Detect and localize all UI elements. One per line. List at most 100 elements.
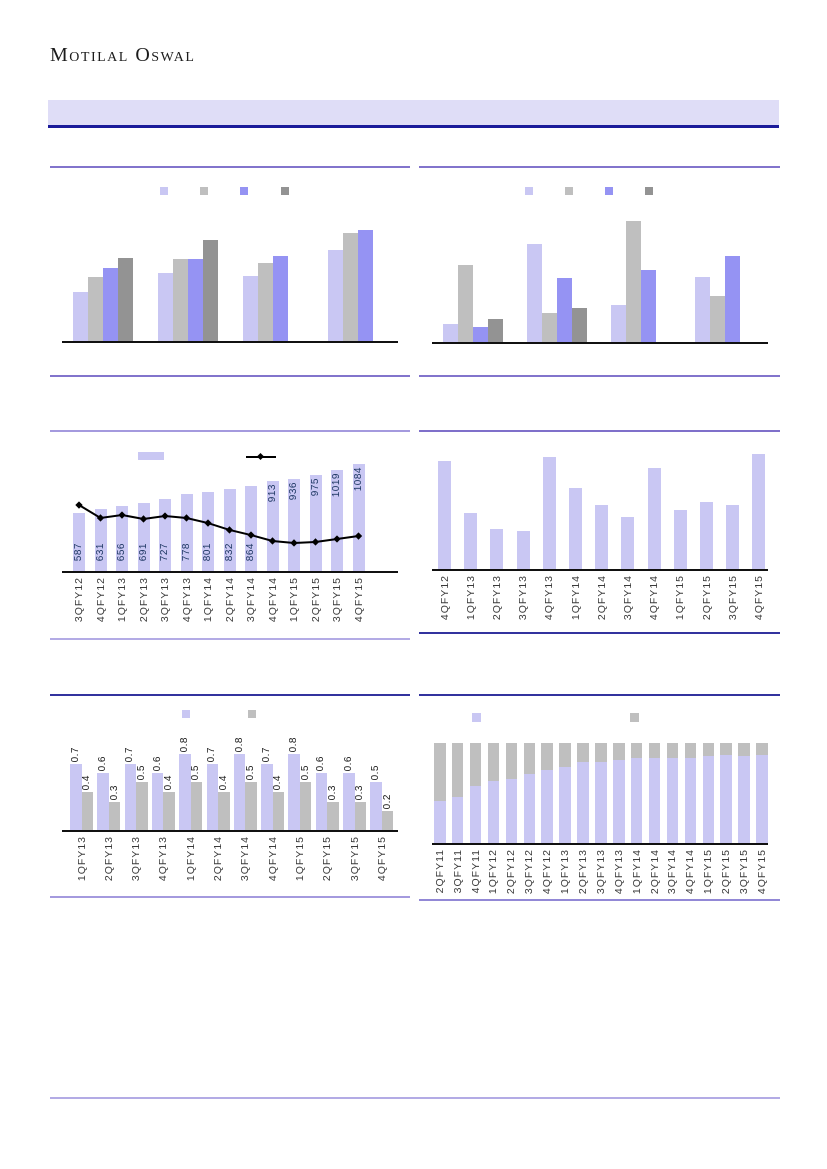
chart-bar — [124, 764, 137, 830]
chart-bar — [73, 292, 88, 341]
chart-bar — [245, 782, 257, 830]
chart-bar — [702, 756, 714, 843]
x-axis-label: 4QFY14 — [266, 836, 279, 882]
legend-swatch — [472, 713, 481, 722]
chart-bar — [434, 743, 446, 801]
chart-bar — [70, 764, 82, 830]
section-rule — [419, 430, 780, 432]
chart-bar — [648, 743, 661, 758]
section-rule — [419, 375, 780, 377]
bar-data-label: 0.7 — [124, 746, 136, 762]
bar-data-label: 0.3 — [108, 784, 120, 800]
bar-data-label: 0.3 — [326, 784, 338, 800]
section-rule — [419, 899, 780, 901]
x-axis-label: 4QFY15 — [375, 836, 388, 882]
legend-swatch — [200, 187, 208, 195]
chart-bar — [647, 468, 661, 569]
chart-bar — [577, 743, 589, 762]
x-axis-label: 3QFY13 — [130, 836, 143, 882]
x-axis-label: 1QFY13 — [559, 849, 572, 895]
legend-swatch — [138, 452, 164, 460]
chart-bar — [288, 479, 300, 571]
x-axis-label: 1QFY14 — [569, 575, 582, 621]
x-axis-label: 2QFY12 — [505, 849, 518, 895]
chart-bar — [118, 258, 133, 341]
bar-data-label: 0.3 — [354, 784, 366, 800]
chart-bar — [272, 792, 285, 830]
legend-swatch — [645, 187, 653, 195]
chart-bar — [243, 276, 258, 341]
chart-bar — [613, 760, 625, 843]
chart-bar — [190, 782, 203, 830]
chart-bar — [352, 464, 365, 571]
legend-swatch — [182, 710, 190, 718]
chart-bar — [203, 240, 218, 341]
bar-data-label: 0.8 — [178, 736, 190, 752]
x-axis-label: 1QFY15 — [702, 849, 715, 895]
chart-bar — [666, 758, 679, 843]
chart-bar — [641, 270, 656, 342]
x-axis-label: 3QFY12 — [73, 577, 85, 623]
legend-swatch — [160, 187, 168, 195]
chart-bar — [702, 743, 714, 756]
chart-bar — [451, 743, 464, 797]
section-rule — [419, 166, 780, 168]
x-axis-label: 1QFY14 — [202, 577, 214, 623]
chart-bar — [559, 743, 571, 767]
x-axis-line — [432, 342, 768, 344]
x-axis-label: 2QFY15 — [700, 575, 713, 621]
x-axis-label: 3QFY15 — [348, 836, 361, 882]
bar-data-label: 0.4 — [163, 774, 175, 790]
x-axis-label: 2QFY13 — [576, 849, 589, 895]
chart-bar — [569, 488, 582, 569]
chart-bar — [163, 792, 175, 830]
title-banner — [48, 100, 779, 128]
chart-bar — [648, 758, 661, 843]
chart-bar — [542, 457, 556, 569]
chart-bar — [328, 250, 343, 341]
x-axis-label: 3QFY13 — [594, 849, 607, 895]
x-axis-label: 1QFY13 — [75, 836, 88, 882]
overlay-line-series — [75, 501, 363, 547]
chart-bar — [577, 762, 589, 843]
x-axis-line — [62, 341, 398, 343]
x-axis-label: 3QFY12 — [523, 849, 536, 895]
bar-data-label: 0.7 — [69, 746, 81, 762]
bar-data-label: 0.4 — [217, 774, 229, 790]
x-axis-label: 3QFY14 — [245, 577, 257, 623]
bar-data-label: 0.5 — [370, 764, 382, 780]
x-axis-label: 1QFY15 — [674, 575, 687, 621]
x-axis-label: 4QFY13 — [180, 577, 193, 623]
chart-bar — [370, 782, 382, 830]
x-axis-label: 3QFY15 — [726, 575, 739, 621]
chart-bar — [572, 308, 587, 342]
chart-bar — [73, 513, 85, 571]
x-axis-label: 4QFY15 — [755, 849, 768, 895]
chart-bar — [595, 762, 607, 843]
chart-bar — [438, 461, 451, 569]
x-axis-line — [62, 571, 398, 573]
chart-bar — [559, 767, 571, 843]
x-axis-line — [62, 830, 398, 832]
legend-swatch — [525, 187, 533, 195]
x-axis-label: 2QFY15 — [720, 849, 733, 895]
chart-bar — [621, 517, 635, 569]
chart-bar — [464, 513, 478, 569]
chart-bar — [202, 492, 214, 571]
chart-bar — [469, 743, 482, 786]
x-axis-label: 4QFY12 — [541, 849, 554, 895]
x-axis-label: 1QFY14 — [184, 836, 197, 882]
chart-bar — [327, 802, 339, 830]
chart-bar — [151, 773, 164, 830]
section-rule — [50, 166, 410, 168]
x-axis-label: 1QFY13 — [116, 577, 128, 623]
chart-bar — [381, 811, 394, 830]
chart-bar — [315, 773, 328, 830]
chart-bar — [331, 470, 343, 571]
x-axis-label: 2QFY14 — [648, 849, 661, 895]
section-rule — [50, 694, 410, 696]
chart-bar — [595, 505, 609, 569]
x-axis-label: 2QFY14 — [595, 575, 608, 621]
chart-bar — [541, 770, 553, 843]
